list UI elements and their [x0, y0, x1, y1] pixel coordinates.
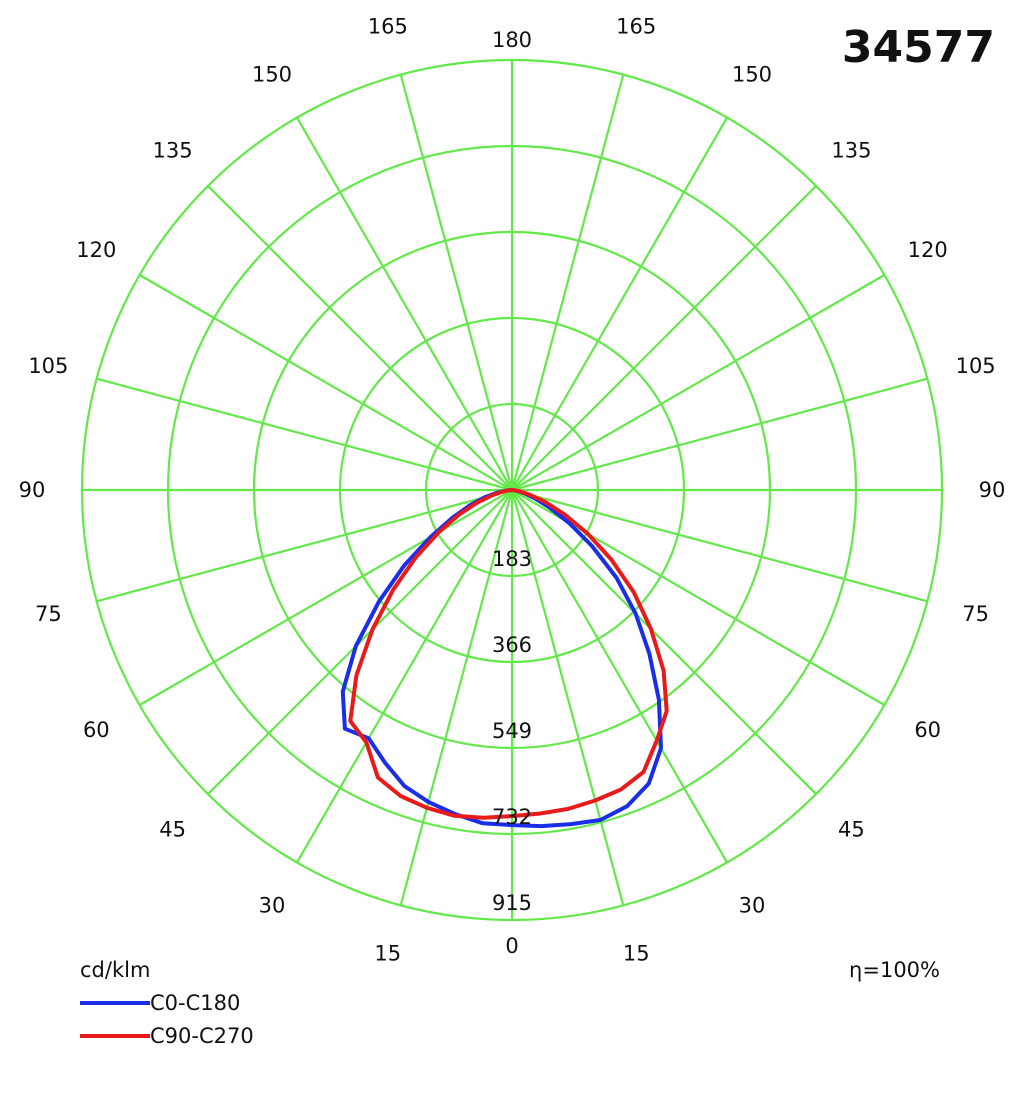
grid-spoke-330	[296, 489, 513, 863]
angle-label-left: 120	[76, 238, 116, 262]
radial-tick-label: 183	[492, 547, 532, 571]
angle-label-right: 45	[838, 817, 865, 841]
angle-label-left: 180	[492, 28, 532, 52]
chart-title: 34577	[842, 22, 995, 73]
angle-label-right: 105	[956, 354, 996, 378]
grid-spoke-225	[207, 185, 513, 491]
radial-tick-label: 915	[492, 891, 532, 915]
angle-label-right: 135	[831, 139, 871, 163]
angle-label-left: 105	[28, 354, 68, 378]
angle-label-right: 120	[908, 238, 948, 262]
legend: C0-C180 C90-C270	[80, 991, 254, 1048]
intensity-curves	[340, 488, 669, 829]
unit-label: cd/klm	[80, 958, 150, 982]
angle-label-left: 15	[374, 942, 401, 966]
angle-label-left: 75	[35, 602, 62, 626]
angle-label-left: 165	[368, 14, 408, 38]
axis-labels: 183 366 549 732 915 0 15 30 45 60 75 90 105 120 135 150…	[19, 14, 1006, 965]
angle-label-left: 45	[159, 817, 186, 841]
angle-label-left: 0	[505, 934, 518, 958]
polar-grid	[80, 58, 944, 922]
grid-spoke-120	[511, 274, 885, 491]
grid-spoke-255	[96, 377, 513, 492]
series-curve-c90-c270	[348, 488, 669, 820]
legend-label-c90-c270: C90-C270	[150, 1024, 254, 1048]
angle-label-right: 150	[732, 62, 772, 86]
grid-spoke-15	[510, 489, 625, 906]
grid-spoke-300	[139, 489, 513, 706]
grid-spoke-285	[96, 488, 513, 603]
grid-spoke-105	[511, 377, 928, 492]
angle-label-right: 60	[914, 718, 941, 742]
grid-spoke-45	[511, 489, 817, 795]
grid-spoke-165	[510, 74, 625, 491]
grid-spoke-210	[296, 117, 513, 491]
angle-label-left: 30	[259, 894, 286, 918]
efficiency-label: η=100%	[849, 958, 940, 982]
grid-spoke-30	[511, 489, 728, 863]
radial-tick-label: 366	[492, 633, 532, 657]
radial-tick-label: 732	[492, 805, 532, 829]
radial-tick-label: 549	[492, 719, 532, 743]
angle-label-left: 60	[83, 718, 110, 742]
grid-spoke-240	[139, 274, 513, 491]
grid-spoke-150	[511, 117, 728, 491]
grid-spoke-345	[399, 489, 514, 906]
angle-label-right: 15	[623, 942, 650, 966]
grid-spoke-75	[511, 488, 928, 603]
grid-spoke-135	[511, 185, 817, 491]
angle-label-right: 90	[979, 478, 1006, 502]
angle-label-left: 135	[153, 139, 193, 163]
grid-spoke-195	[399, 74, 514, 491]
angle-label-left: 150	[252, 62, 292, 86]
angle-label-right: 30	[739, 894, 766, 918]
legend-label-c0-c180: C0-C180	[150, 991, 240, 1015]
series-curve-c0-c180	[340, 488, 663, 829]
angle-label-right: 165	[616, 14, 656, 38]
angle-label-right: 75	[962, 602, 989, 626]
angle-label-left: 90	[19, 478, 46, 502]
